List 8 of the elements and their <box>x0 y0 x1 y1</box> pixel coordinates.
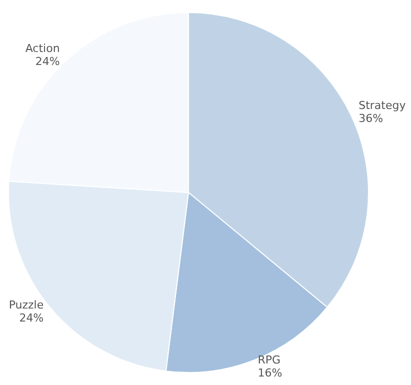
slice-label: RPG <box>258 354 281 367</box>
data-label: 24% <box>35 54 60 68</box>
slice-label: Action <box>25 42 60 55</box>
slice-label: Puzzle <box>8 298 44 312</box>
data-label: 24% <box>19 312 44 325</box>
slice-label: Strategy <box>358 98 406 112</box>
data-label: 16% <box>258 366 282 380</box>
data-label: 36% <box>358 112 384 125</box>
